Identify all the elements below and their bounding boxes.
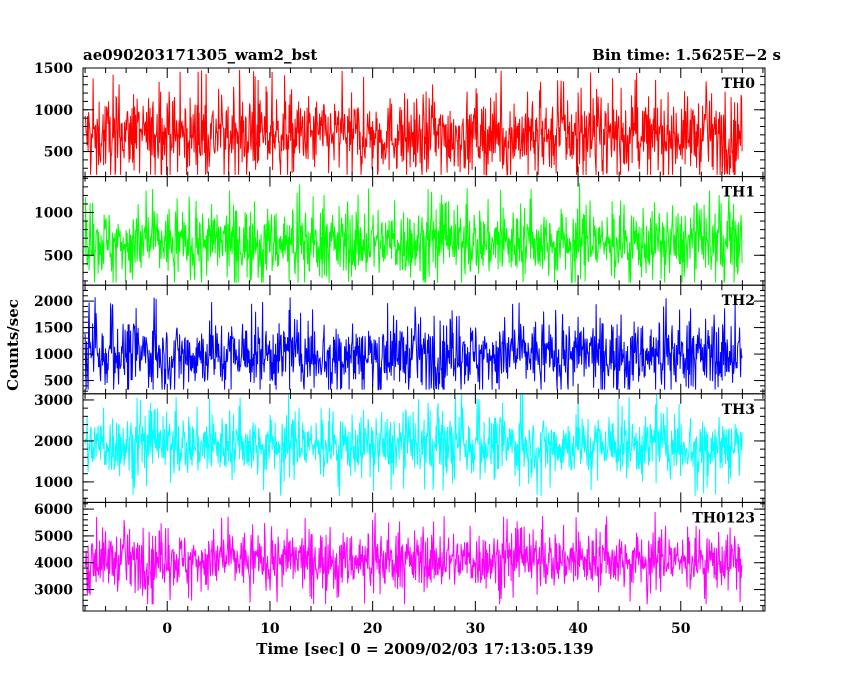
y-tick-label: 2000	[34, 294, 73, 310]
y-tick-label: 1500	[34, 61, 73, 77]
x-axis-label: Time [sec] 0 = 2009/02/03 17:13:05.139	[256, 640, 593, 658]
panel-th1: 500 1000 TH1	[34, 176, 766, 286]
panel-frame	[82, 501, 766, 612]
y-tick-label: 5000	[34, 529, 73, 545]
chart-title-left: ae090203171305_wam2_bst	[83, 46, 317, 64]
series-line-th0	[84, 69, 743, 176]
y-tick-label: 6000	[34, 502, 73, 518]
y-tick-label: 1000	[34, 206, 73, 222]
panel-th3: 1000 2000 3000 TH3	[34, 393, 766, 503]
panel-th0123: 3000 4000 5000 6000 TH0123	[34, 501, 766, 612]
y-tick-label: 500	[44, 374, 73, 390]
y-tick-label: 3000	[34, 393, 73, 409]
x-tick-label: 30	[466, 621, 486, 637]
panel-name-label: TH1	[722, 185, 755, 201]
y-tick-label: 3000	[34, 583, 73, 599]
panel-th0: 500 1000 1500 TH0	[34, 61, 766, 178]
series-line-th3	[84, 393, 743, 497]
y-tick-label: 1000	[34, 347, 73, 363]
y-tick-label: 1000	[34, 475, 73, 491]
y-tick-label: 1500	[34, 321, 73, 337]
series-line-th2	[84, 297, 743, 391]
x-tick-label: 10	[260, 621, 280, 637]
x-tick-label: 20	[363, 621, 383, 637]
panel-name-label: TH2	[722, 293, 755, 309]
y-tick-label: 4000	[34, 556, 73, 572]
series-line-th1	[84, 183, 743, 284]
chart-title-right: Bin time: 1.5625E−2 s	[592, 46, 781, 64]
y-tick-label: 500	[44, 145, 73, 161]
y-tick-label: 2000	[34, 434, 73, 450]
x-tick-label: 0	[162, 621, 172, 637]
x-tick-label: 40	[568, 621, 588, 637]
panel-name-label: TH0	[722, 76, 756, 92]
y-axis-label: Counts/sec	[4, 299, 22, 391]
panel-name-label: TH3	[722, 402, 755, 418]
x-tick-label: 50	[671, 621, 691, 637]
panel-name-label: TH0123	[692, 510, 755, 526]
series-line-th0123	[84, 511, 743, 605]
y-tick-label: 500	[44, 248, 73, 264]
panel-th2: 500 1000 1500 2000 TH2	[34, 284, 766, 395]
y-tick-label: 1000	[34, 103, 73, 119]
